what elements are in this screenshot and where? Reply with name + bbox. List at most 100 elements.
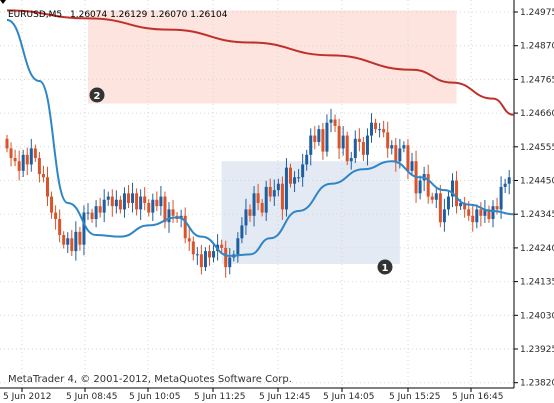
- candle-bear[interactable]: [127, 184, 130, 208]
- candle-bear[interactable]: [289, 163, 292, 188]
- candle-bull[interactable]: [491, 200, 495, 228]
- candle-bear[interactable]: [487, 205, 491, 223]
- candle-bear[interactable]: [479, 202, 483, 227]
- candle-bear[interactable]: [199, 244, 203, 275]
- candle-bear[interactable]: [438, 184, 442, 228]
- candle-bear[interactable]: [110, 189, 114, 217]
- candle-bull[interactable]: [370, 113, 373, 143]
- candle-bull[interactable]: [309, 128, 313, 166]
- candle-bear[interactable]: [361, 137, 365, 161]
- candle-bear[interactable]: [135, 188, 139, 216]
- candle-bear[interactable]: [220, 239, 224, 254]
- candle-bull[interactable]: [276, 178, 280, 197]
- candle-bull[interactable]: [329, 108, 333, 133]
- candle-bull[interactable]: [264, 180, 268, 221]
- candle-bull[interactable]: [106, 191, 110, 206]
- candle-bull[interactable]: [236, 232, 240, 263]
- candle-bear[interactable]: [463, 196, 467, 218]
- candle-bull[interactable]: [66, 232, 70, 254]
- candle-bear[interactable]: [321, 123, 325, 160]
- candle-bull[interactable]: [305, 149, 309, 171]
- candle-bull[interactable]: [244, 198, 248, 235]
- candle-bear[interactable]: [46, 166, 49, 207]
- candle-bear[interactable]: [333, 114, 337, 133]
- candle-bear[interactable]: [345, 131, 349, 166]
- candle-bear[interactable]: [191, 236, 195, 261]
- candle-bear[interactable]: [268, 178, 272, 202]
- candle-bull[interactable]: [507, 170, 511, 195]
- time-axis[interactable]: 5 Jun 2012 5 Jun 08:45 5 Jun 10:05 5 Jun 11…: [3, 388, 503, 402]
- candle-bear[interactable]: [171, 199, 175, 224]
- candle-bull[interactable]: [402, 141, 406, 153]
- candle-bull[interactable]: [272, 179, 276, 207]
- candle-bull[interactable]: [293, 171, 297, 193]
- candle-bull[interactable]: [451, 173, 454, 208]
- candle-bear[interactable]: [98, 197, 102, 218]
- candle-bull[interactable]: [29, 138, 33, 172]
- candle-bear[interactable]: [33, 144, 37, 162]
- candle-bull[interactable]: [74, 221, 78, 261]
- candle-bear[interactable]: [78, 226, 82, 251]
- candle-bear[interactable]: [58, 209, 62, 243]
- candle-bull[interactable]: [195, 247, 199, 265]
- candle-bear[interactable]: [13, 149, 17, 167]
- candle-bull[interactable]: [475, 204, 479, 229]
- candle-bull[interactable]: [390, 140, 394, 155]
- candle-bear[interactable]: [147, 199, 151, 217]
- candle-bear[interactable]: [50, 191, 54, 219]
- candle-bull[interactable]: [151, 193, 155, 221]
- candle-bull[interactable]: [82, 205, 86, 256]
- candle-bull[interactable]: [102, 189, 106, 223]
- candle-bear[interactable]: [62, 231, 66, 249]
- candle-bull[interactable]: [341, 126, 345, 156]
- candle-bear[interactable]: [394, 137, 398, 172]
- candle-bear[interactable]: [430, 192, 434, 204]
- candle-bull[interactable]: [446, 191, 450, 216]
- candle-bull[interactable]: [434, 187, 438, 209]
- candle-bear[interactable]: [337, 118, 341, 159]
- candle-bear[interactable]: [280, 176, 284, 220]
- candle-bear[interactable]: [17, 150, 21, 181]
- candle-bear[interactable]: [248, 204, 252, 222]
- candle-bear[interactable]: [357, 128, 361, 152]
- candle-bull[interactable]: [353, 130, 357, 164]
- candle-bear[interactable]: [163, 191, 167, 229]
- candle-bull[interactable]: [21, 149, 25, 177]
- candle-bear[interactable]: [260, 199, 264, 217]
- candle-bull[interactable]: [410, 152, 414, 176]
- candle-bull[interactable]: [317, 125, 321, 146]
- candle-bear[interactable]: [426, 164, 430, 204]
- candle-bull[interactable]: [503, 178, 507, 194]
- candle-bull[interactable]: [228, 248, 232, 275]
- candle-bear[interactable]: [386, 121, 390, 158]
- candle-bull[interactable]: [159, 185, 163, 216]
- candle-bear[interactable]: [256, 183, 260, 211]
- candle-bull[interactable]: [94, 200, 98, 228]
- candle-bear[interactable]: [54, 205, 58, 230]
- candle-bull[interactable]: [252, 186, 256, 227]
- candle-bear[interactable]: [5, 134, 9, 153]
- candle-bull[interactable]: [349, 151, 353, 170]
- candle-bull[interactable]: [114, 190, 118, 214]
- candle-bear[interactable]: [25, 147, 29, 176]
- candle-bear[interactable]: [143, 187, 147, 211]
- candle-bull[interactable]: [378, 123, 382, 138]
- candle-bear[interactable]: [70, 229, 74, 257]
- candle-bull[interactable]: [297, 168, 301, 183]
- candle-bear[interactable]: [118, 195, 122, 214]
- candle-bear[interactable]: [187, 227, 191, 251]
- candle-bear[interactable]: [382, 120, 386, 138]
- candle-bull[interactable]: [442, 198, 446, 232]
- candle-bull[interactable]: [365, 128, 369, 166]
- candle-bear[interactable]: [41, 165, 45, 183]
- candle-bull[interactable]: [301, 153, 305, 187]
- candle-bull[interactable]: [139, 189, 143, 220]
- candle-bear[interactable]: [37, 151, 41, 183]
- candle-bull[interactable]: [86, 203, 90, 220]
- candle-bull[interactable]: [240, 217, 244, 244]
- candle-bear[interactable]: [9, 142, 13, 167]
- candle-bear[interactable]: [90, 208, 94, 223]
- candle-bull[interactable]: [167, 202, 171, 233]
